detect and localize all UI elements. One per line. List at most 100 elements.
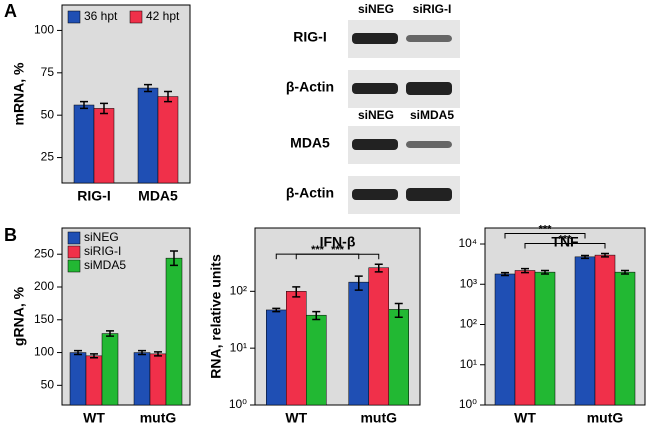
y-tick-label: 150 [34,312,54,326]
bar [101,333,119,406]
significance-bracket [524,243,606,249]
y-tick-label: 10⁴ [458,236,477,250]
x-tick-label: WT [285,410,307,426]
band [352,139,398,150]
error-bar [521,267,529,274]
annotation: *** [539,223,553,235]
x-tick-label: WT [514,410,536,426]
x-tick-label: mutG [587,410,624,426]
lane-label: siMDA5 [410,108,454,122]
legend-label: 42 hpt [146,9,180,23]
bar [594,254,616,406]
error-bar [80,100,88,110]
lane-label: siNEG [358,108,394,122]
x-tick-label: mutG [360,410,397,426]
y-tick-label: 100 [34,345,54,359]
y-tick-label: 10⁰ [229,397,247,411]
bar [93,108,115,184]
panel-label: B [4,225,17,245]
legend-swatch [67,231,81,245]
error-bar [138,349,146,356]
error-bar [581,254,589,260]
y-tick-label: 200 [34,279,54,293]
row-label: β-Actin [286,185,334,201]
legend-label: siRIG-I [84,244,121,258]
band [352,83,398,94]
bar [85,355,103,406]
legend-swatch [67,245,81,259]
bar [286,291,307,406]
y-tick-label: 10⁰ [459,397,477,411]
y-tick-label: 250 [34,246,54,260]
x-tick-label: MDA5 [138,188,178,204]
y-tick-label: 50 [41,378,55,392]
y-tick-label: 10² [460,317,477,331]
y-tick-label: 50 [41,107,55,121]
error-bar [100,102,108,115]
error-bar [106,330,114,337]
error-bar [292,286,301,298]
x-tick-label: mutG [140,410,177,426]
legend-swatch [67,10,81,24]
legend-swatch [129,10,143,24]
error-bar [154,351,162,357]
y-axis-label: gRNA, % [11,286,27,346]
y-tick-label: 75 [41,65,55,79]
row-label: RIG-I [293,29,326,45]
lane-label: siRIG-I [413,2,452,16]
bar [494,273,516,406]
bar [69,352,87,406]
annotation: *** [331,244,345,256]
bar [614,271,636,406]
y-axis-label: RNA, relative units [208,254,224,379]
y-axis-label: mRNA, % [11,62,27,126]
bar [149,353,167,406]
x-tick-label: RIG-I [77,188,110,204]
legend-label: siMDA5 [84,258,126,272]
bar [157,96,179,184]
legend-label: siNEG [84,230,119,244]
row-label: β-Actin [286,79,334,95]
bar [306,314,327,406]
band [406,141,452,148]
error-bar [170,250,178,267]
error-bar [621,269,629,275]
significance-bracket [504,232,586,239]
bar [514,270,536,406]
row-label: MDA5 [290,135,330,151]
band [406,35,452,42]
legend-swatch [67,259,81,273]
error-bar [394,302,403,318]
chart-title: TNF [551,234,579,250]
error-bar [601,252,609,258]
band [406,82,452,95]
significance-bracket [295,253,380,260]
x-tick-label: WT [83,410,105,426]
bar [368,267,389,406]
error-bar [374,263,383,273]
band [406,188,452,201]
annotation: *** [311,244,325,256]
annotation: *** [559,233,573,245]
panel-label: A [4,1,17,21]
legend-label: 36 hpt [84,9,118,23]
bar [534,271,556,406]
y-tick-label: 100 [34,23,54,37]
bar [133,352,151,406]
y-tick-label: 10¹ [460,357,477,371]
bar [348,281,369,406]
bar [165,257,183,406]
error-bar [164,90,172,103]
band [352,189,398,200]
y-tick-label: 10² [230,283,247,297]
bar [137,87,159,184]
error-bar [74,349,82,356]
error-bar [272,307,281,313]
error-bar [501,271,509,277]
y-tick-label: 10¹ [230,340,247,354]
lane-label: siNEG [358,2,394,16]
y-tick-label: 25 [41,150,55,164]
error-bar [90,353,98,359]
bar [266,309,287,406]
